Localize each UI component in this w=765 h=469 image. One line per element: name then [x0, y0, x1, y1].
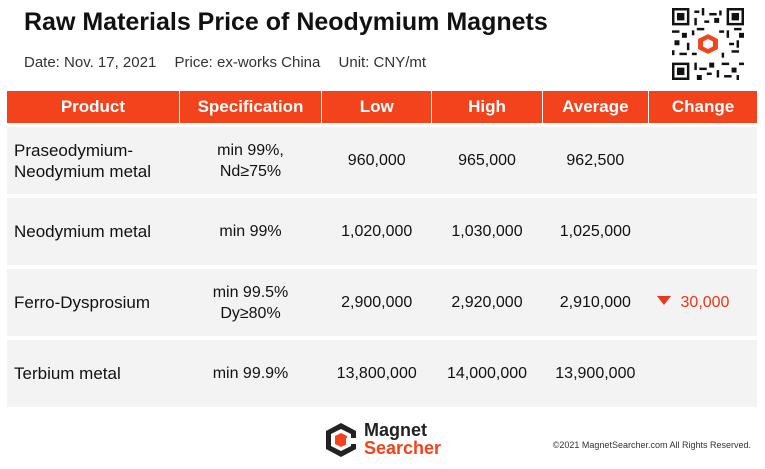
column-header-product: Product — [7, 91, 180, 123]
specification-cell: min 99.5% Dy≥80% — [179, 269, 322, 336]
change-cell — [648, 340, 757, 407]
table-row: Terbium metal min 99.9% 13,800,000 14,00… — [7, 340, 757, 407]
subtitle: Date: Nov. 17, 2021 Price: ex-works Chin… — [24, 54, 440, 71]
down-triangle-icon — [656, 296, 671, 306]
table-row: Praseodymium- Neodymium metal min 99%, N… — [7, 127, 757, 194]
logo-text-magnet: Magnet — [364, 420, 427, 440]
brand-logo: Magnet Searcher — [320, 418, 470, 462]
column-header-average: Average — [542, 91, 650, 123]
average-cell: 2,910,000 — [542, 269, 649, 336]
change-cell — [648, 198, 757, 265]
low-cell: 1,020,000 — [321, 198, 432, 265]
low-cell: 2,900,000 — [321, 269, 432, 336]
table-row: Neodymium metal min 99% 1,020,000 1,030,… — [7, 198, 757, 265]
column-header-change: Change — [648, 91, 757, 123]
product-cell: Terbium metal — [7, 340, 180, 407]
column-header-high: High — [431, 91, 543, 123]
product-cell: Ferro-Dysprosium — [7, 269, 180, 336]
specification-cell: min 99%, Nd≥75% — [179, 127, 322, 194]
copyright-notice: ©2021 MagnetSearcher.com All Rights Rese… — [552, 440, 751, 450]
high-cell: 965,000 — [431, 127, 543, 194]
table-row: Ferro-Dysprosium min 99.5% Dy≥80% 2,900,… — [7, 269, 757, 336]
average-cell: 1,025,000 — [542, 198, 649, 265]
column-header-specification: Specification — [179, 91, 323, 123]
column-header-low: Low — [321, 91, 433, 123]
date-label: Date: Nov. 17, 2021 — [24, 54, 157, 71]
table-header-row: Product Specification Low High Average C… — [7, 91, 757, 123]
high-cell: 14,000,000 — [431, 340, 543, 407]
price-label: Price: ex-works China — [174, 54, 321, 71]
high-cell: 1,030,000 — [431, 198, 543, 265]
average-cell: 13,900,000 — [542, 340, 649, 407]
change-value: 30,000 — [680, 294, 730, 311]
page-title: Raw Materials Price of Neodymium Magnets — [24, 8, 548, 36]
product-cell: Praseodymium- Neodymium metal — [7, 127, 180, 194]
low-cell: 13,800,000 — [321, 340, 432, 407]
magnet-searcher-logo-icon — [326, 423, 358, 457]
price-table: Product Specification Low High Average C… — [7, 91, 757, 407]
specification-cell: min 99% — [179, 198, 322, 265]
change-cell: 30,000 — [648, 269, 757, 336]
low-cell: 960,000 — [321, 127, 432, 194]
specification-cell: min 99.9% — [179, 340, 322, 407]
qr-code-icon — [672, 8, 744, 80]
product-cell: Neodymium metal — [7, 198, 180, 265]
average-cell: 962,500 — [542, 127, 649, 194]
change-cell — [648, 127, 757, 194]
high-cell: 2,920,000 — [431, 269, 543, 336]
logo-text-searcher: Searcher — [364, 438, 442, 458]
unit-label: Unit: CNY/mt — [338, 54, 427, 71]
